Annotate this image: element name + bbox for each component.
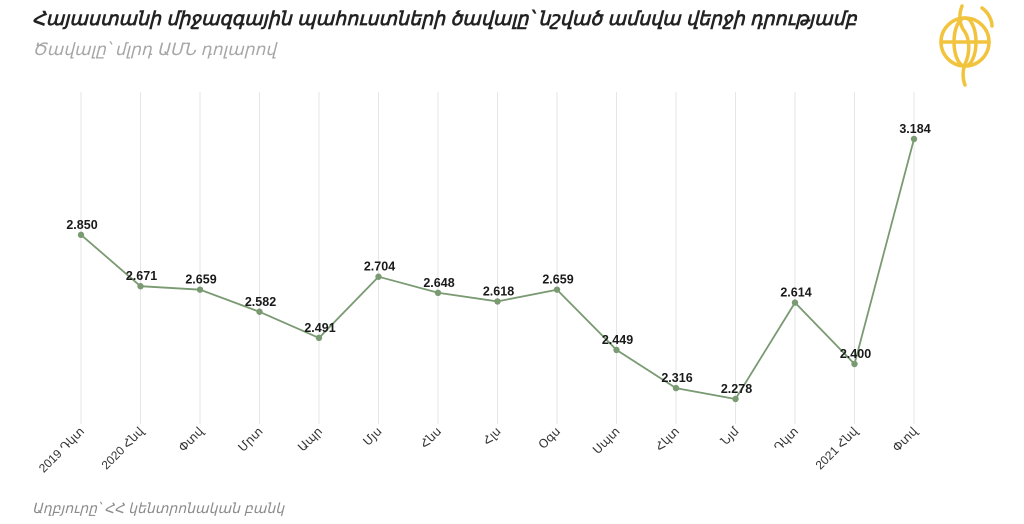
data-point xyxy=(315,334,323,342)
data-label: 2.618 xyxy=(483,284,514,298)
x-tick-label: Մյս xyxy=(360,424,384,448)
gridlines xyxy=(80,92,915,424)
x-tick-label: Ապր xyxy=(295,424,325,454)
data-label: 2.582 xyxy=(245,295,276,309)
x-tick-label: Փտվ xyxy=(890,424,921,455)
data-label: 2.671 xyxy=(126,269,157,283)
data-points xyxy=(77,135,918,403)
x-tick-label: Դկտ xyxy=(771,424,801,454)
source-note: Աղբյուրը՝ ՀՀ կենտրոնական բանկ xyxy=(32,500,285,516)
x-tick-label: 2020 Հնվ xyxy=(99,424,147,472)
data-label: 2.850 xyxy=(66,218,97,232)
data-label: 2.449 xyxy=(602,333,633,347)
data-point xyxy=(196,286,204,293)
data-labels: 2.850 2.671 2.659 2.582 2.491 2.704 2.648 2.618… xyxy=(66,122,930,396)
data-label: 2.648 xyxy=(423,276,454,290)
data-point xyxy=(77,231,85,239)
x-tick-label: Հկտ xyxy=(653,424,683,454)
x-axis-ticks: 2019 Դկտ 2020 Հնվ Փտվ Մրտ Ապր Մյս Հնս Հլս Օգս Սպտ… xyxy=(36,424,920,475)
data-label: 2.659 xyxy=(542,273,573,287)
data-point xyxy=(375,273,382,280)
data-label: 2.659 xyxy=(185,273,216,287)
data-point xyxy=(791,299,799,306)
data-label: 3.184 xyxy=(899,122,930,136)
data-point xyxy=(553,286,561,293)
data-point xyxy=(672,384,680,392)
data-label: 2.704 xyxy=(364,260,395,274)
x-tick-label: Հնս xyxy=(417,424,444,451)
data-point xyxy=(613,346,620,354)
x-tick-label: Սպտ xyxy=(590,424,623,457)
x-tick-label: Նյմ xyxy=(718,424,742,448)
x-tick-label: Օգս xyxy=(536,424,564,452)
x-tick-label: Փտվ xyxy=(176,424,207,455)
data-point xyxy=(732,395,739,403)
data-point xyxy=(851,360,858,368)
x-tick-label: Հլս xyxy=(480,424,504,448)
globe-logo-icon xyxy=(932,2,1004,88)
data-label: 2.400 xyxy=(840,347,871,361)
x-tick-label: Մրտ xyxy=(235,424,265,454)
data-point xyxy=(494,298,501,305)
data-label: 2.278 xyxy=(721,382,752,396)
data-label: 2.316 xyxy=(661,371,692,385)
data-point xyxy=(434,289,442,297)
x-tick-label: 2021 Հնվ xyxy=(813,424,861,472)
chart-title: Հայաստանի միջազգային պահուստների ծավալը՝… xyxy=(32,9,857,30)
data-point xyxy=(137,283,144,290)
data-point xyxy=(910,135,918,143)
data-point xyxy=(256,308,263,315)
data-label: 2.491 xyxy=(304,321,335,335)
x-tick-label: 2019 Դկտ xyxy=(36,424,87,475)
chart-subtitle: Ծավալը՝ մլրդ ԱՄՆ դոլարով xyxy=(32,40,277,59)
data-label: 2.614 xyxy=(780,286,811,300)
